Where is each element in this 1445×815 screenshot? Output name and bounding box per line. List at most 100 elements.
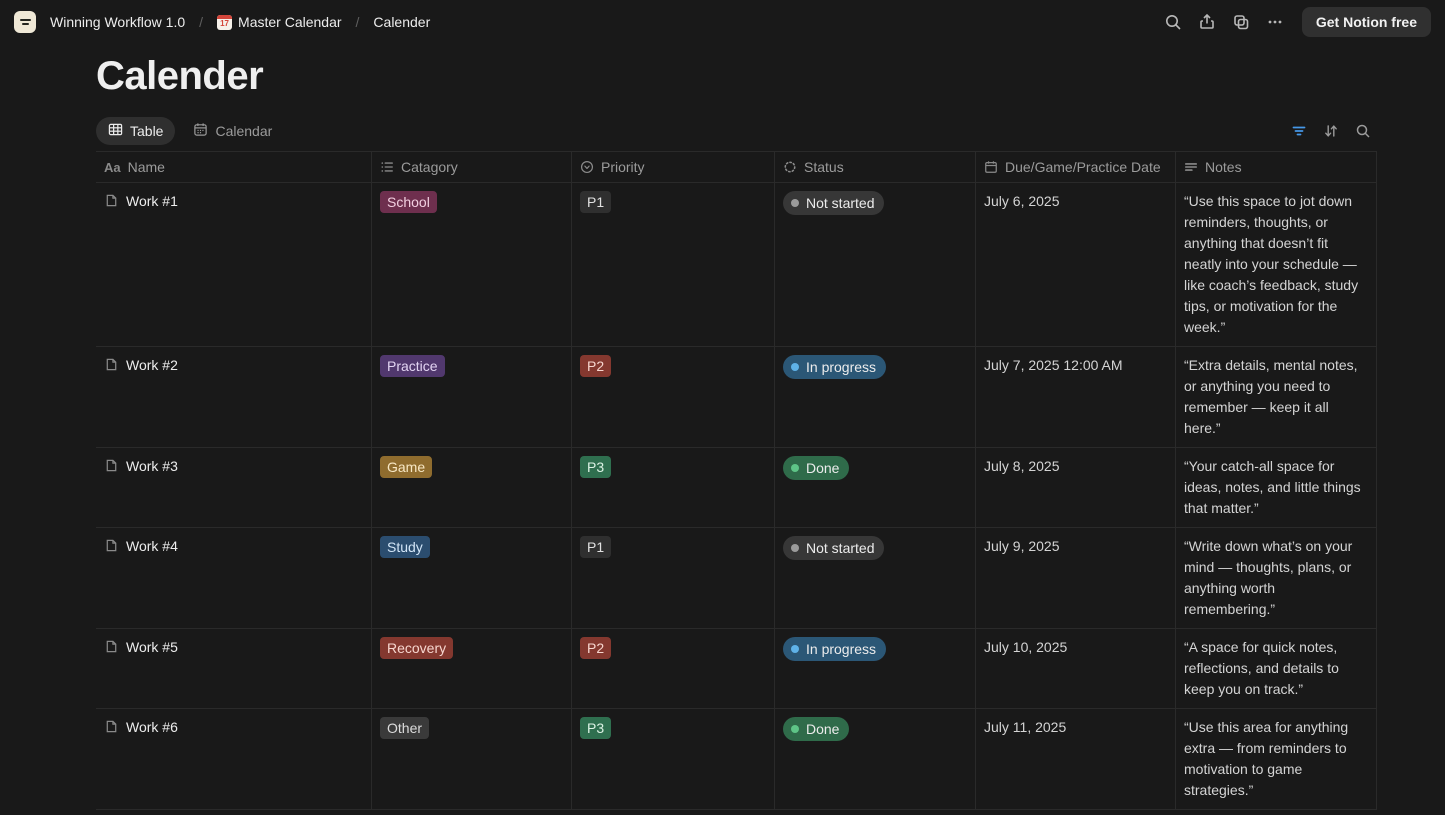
row-title: Work #5	[126, 639, 178, 655]
cell-category[interactable]: Recovery	[372, 629, 572, 708]
cell-name[interactable]: Work #5	[96, 629, 372, 708]
top-bar: Winning Workflow 1.0 / 17 Master Calenda…	[0, 0, 1445, 44]
cell-name[interactable]: Work #4	[96, 528, 372, 628]
cell-category[interactable]: School	[372, 183, 572, 346]
cell-notes[interactable]: “Your catch-all space for ideas, notes, …	[1176, 448, 1377, 527]
tab-table-label: Table	[130, 123, 164, 139]
cell-date[interactable]: July 7, 2025 12:00 AM	[976, 347, 1176, 447]
cell-notes[interactable]: “Extra details, mental notes, or anythin…	[1176, 347, 1377, 447]
page-icon	[104, 719, 119, 734]
sort-icon[interactable]	[1317, 117, 1345, 145]
cell-date[interactable]: July 9, 2025	[976, 528, 1176, 628]
status-label: Done	[806, 721, 840, 737]
status-pill: Done	[783, 717, 850, 741]
status-pill: Not started	[783, 536, 885, 560]
cell-category[interactable]: Study	[372, 528, 572, 628]
column-header-category[interactable]: Catagory	[372, 152, 572, 182]
cell-name[interactable]: Work #6	[96, 709, 372, 809]
cell-status[interactable]: In progress	[775, 629, 976, 708]
cell-date[interactable]: July 6, 2025	[976, 183, 1176, 346]
duplicate-icon[interactable]	[1226, 7, 1256, 37]
cell-notes[interactable]: “Use this space to jot down reminders, t…	[1176, 183, 1377, 346]
column-header-date[interactable]: Due/Game/Practice Date	[976, 152, 1176, 182]
breadcrumb-separator: /	[355, 14, 360, 30]
breadcrumb-separator: /	[199, 14, 204, 30]
cell-priority[interactable]: P2	[572, 347, 775, 447]
status-label: In progress	[806, 641, 877, 657]
cell-priority[interactable]: P3	[572, 709, 775, 809]
priority-tag: P3	[580, 456, 612, 478]
category-tag: Practice	[380, 355, 445, 377]
status-dot-icon	[791, 363, 799, 371]
tab-table-view[interactable]: Table	[96, 117, 176, 145]
cell-date[interactable]: July 11, 2025	[976, 709, 1176, 809]
table-row: Work #1 School P1 Not started July 6, 20…	[96, 183, 1377, 347]
cell-status[interactable]: Done	[775, 709, 976, 809]
breadcrumb: Winning Workflow 1.0 / 17 Master Calenda…	[14, 11, 436, 33]
page-icon	[104, 357, 119, 372]
date-property-icon	[984, 160, 998, 174]
cell-category[interactable]: Other	[372, 709, 572, 809]
workspace-logo[interactable]	[14, 11, 36, 33]
cell-notes[interactable]: “Write down what’s on your mind — though…	[1176, 528, 1377, 628]
cell-priority[interactable]: P1	[572, 183, 775, 346]
column-header-name[interactable]: Aa Name	[96, 152, 372, 182]
column-header-notes[interactable]: Notes	[1176, 152, 1377, 182]
cell-status[interactable]: In progress	[775, 347, 976, 447]
cell-priority[interactable]: P3	[572, 448, 775, 527]
table-row: Work #2 Practice P2 In progress July 7, …	[96, 347, 1377, 448]
more-icon[interactable]	[1260, 7, 1290, 37]
status-label: Not started	[806, 195, 875, 211]
cell-status[interactable]: Not started	[775, 528, 976, 628]
status-dot-icon	[791, 645, 799, 653]
cell-priority[interactable]: P2	[572, 629, 775, 708]
cell-notes[interactable]: “A space for quick notes, reflections, a…	[1176, 629, 1377, 708]
calendar-emoji-icon: 17	[217, 14, 233, 30]
status-dot-icon	[791, 464, 799, 472]
tab-calendar-view[interactable]: Calendar	[181, 117, 284, 145]
cell-status[interactable]: Not started	[775, 183, 976, 346]
calendar-view-icon	[193, 122, 208, 140]
category-tag: Study	[380, 536, 430, 558]
database-table: Aa Name Catagory	[96, 152, 1377, 810]
row-title: Work #4	[126, 538, 178, 554]
category-tag: School	[380, 191, 437, 213]
page-icon	[104, 458, 119, 473]
status-dot-icon	[791, 199, 799, 207]
status-property-icon	[783, 160, 797, 174]
page-title: Calender	[96, 54, 264, 98]
priority-tag: P1	[580, 191, 612, 213]
cell-name[interactable]: Work #1	[96, 183, 372, 346]
cell-date[interactable]: July 8, 2025	[976, 448, 1176, 527]
breadcrumb-parent-label: Master Calendar	[238, 14, 342, 30]
text-property-icon: Aa	[104, 159, 121, 175]
column-header-status[interactable]: Status	[775, 152, 976, 182]
breadcrumb-parent-page[interactable]: 17 Master Calendar	[211, 11, 348, 33]
table-row: Work #3 Game P3 Done July 8, 2025 “Your …	[96, 448, 1377, 528]
cell-category[interactable]: Game	[372, 448, 572, 527]
get-notion-free-button[interactable]: Get Notion free	[1301, 7, 1431, 37]
row-title: Work #2	[126, 357, 178, 373]
priority-tag: P2	[580, 637, 612, 659]
cell-date[interactable]: July 10, 2025	[976, 629, 1176, 708]
cell-priority[interactable]: P1	[572, 528, 775, 628]
cell-name[interactable]: Work #3	[96, 448, 372, 527]
table-header-row: Aa Name Catagory	[96, 152, 1377, 183]
share-icon[interactable]	[1192, 7, 1222, 37]
cell-name[interactable]: Work #2	[96, 347, 372, 447]
breadcrumb-workspace[interactable]: Winning Workflow 1.0	[50, 14, 186, 30]
filter-icon[interactable]	[1285, 117, 1313, 145]
table-search-icon[interactable]	[1349, 117, 1377, 145]
status-pill: Done	[783, 456, 850, 480]
priority-tag: P3	[580, 717, 612, 739]
column-header-priority[interactable]: Priority	[572, 152, 775, 182]
search-icon[interactable]	[1158, 7, 1188, 37]
breadcrumb-current-page[interactable]: Calender	[373, 14, 431, 30]
status-label: Done	[806, 460, 840, 476]
cell-notes[interactable]: “Use this area for anything extra — from…	[1176, 709, 1377, 809]
status-pill: In progress	[783, 355, 887, 379]
select-property-icon	[580, 160, 594, 174]
cell-category[interactable]: Practice	[372, 347, 572, 447]
cell-status[interactable]: Done	[775, 448, 976, 527]
table-view-icon	[108, 122, 123, 140]
